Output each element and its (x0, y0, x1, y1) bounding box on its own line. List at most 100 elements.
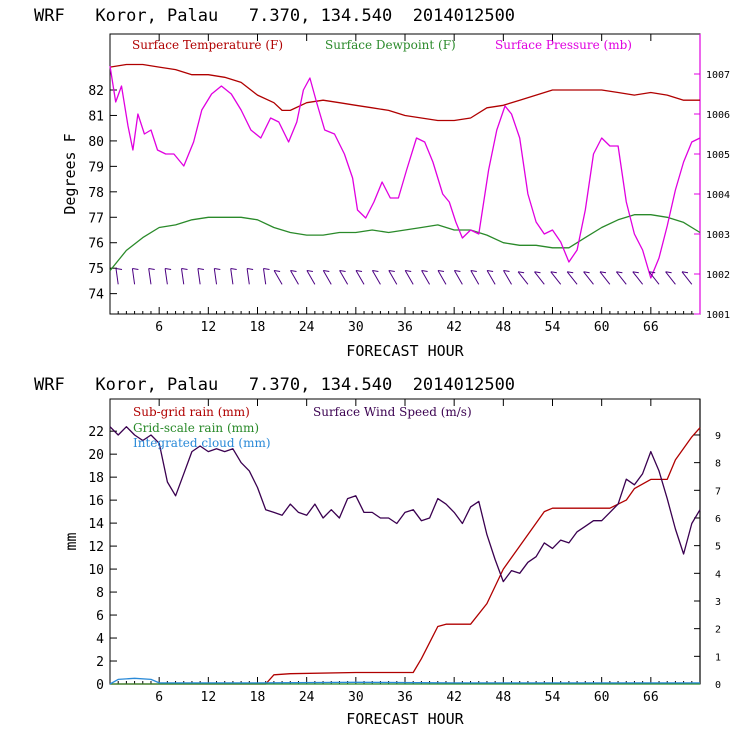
y-tick-label: 18 (88, 471, 104, 486)
wind-barb (213, 268, 221, 285)
x-tick-label: 30 (348, 320, 364, 335)
wind-barb (566, 271, 578, 285)
wind-barb (648, 271, 660, 285)
wind-barb (263, 268, 270, 285)
temperature-pressure-panel: 6 12 18 24 30 36 42 48 54 60 66 74 75 76 77 78 79 80 81 82 1… (61, 33, 730, 360)
series-line-2 (109, 677, 700, 685)
y-tick-label: 76 (88, 237, 104, 252)
legend-entry: Integrated cloud (mm) (133, 436, 271, 450)
y-tick-label: 78 (88, 186, 104, 201)
legend-entry: Grid-scale rain (mm) (133, 421, 259, 435)
wind-barb (583, 271, 594, 285)
wind-barb (148, 268, 155, 285)
y2-tick-label: 8 (715, 459, 721, 470)
x-tick-label: 24 (299, 690, 315, 705)
y-tick-label: 22 (88, 425, 104, 440)
y-tick-label: 20 (88, 448, 104, 463)
x-tick-label: 36 (397, 320, 413, 335)
y2-tick-label: 1004 (706, 190, 730, 201)
wind-barb (437, 270, 447, 285)
x-tick-label: 42 (446, 320, 462, 335)
x-tick-label: 30 (348, 690, 364, 705)
wind-barb (453, 270, 463, 285)
y2-tick-label: 1001 (706, 310, 730, 321)
bottom-chart-title: WRF Koror, Palau 7.370, 134.540 20140125… (34, 375, 515, 395)
y-tick-label: 12 (88, 540, 104, 555)
x-tick-label: 6 (155, 690, 163, 705)
x-tick-label: 60 (594, 320, 610, 335)
series-line-0 (110, 427, 701, 685)
y-tick-label: 2 (96, 655, 104, 670)
y-tick-label: 75 (88, 262, 104, 277)
x-tick-label: 6 (155, 320, 163, 335)
y-tick-label: 8 (96, 586, 104, 601)
y-tick-label: 77 (88, 211, 104, 226)
y2-tick-label: 1007 (706, 70, 730, 81)
x-tick-label: 36 (397, 690, 413, 705)
y2-tick-label: 4 (715, 569, 721, 580)
wind-barb (273, 270, 283, 285)
y2-tick-label: 1 (715, 652, 721, 663)
x-tick-label: 66 (643, 320, 659, 335)
y2-tick-label: 6 (715, 514, 721, 525)
x-tick-label: 60 (594, 690, 610, 705)
y-axis-label: Degrees F (61, 133, 79, 214)
wind-barb (632, 271, 644, 285)
wind-barb (246, 268, 254, 285)
wind-barb (681, 271, 693, 285)
y-tick-label: 82 (88, 84, 104, 99)
x-tick-label: 12 (201, 320, 217, 335)
x-tick-label: 54 (545, 320, 561, 335)
y2-tick-label: 0 (715, 680, 721, 691)
legend-entry: Surface Dewpoint (F) (325, 38, 456, 52)
wind-barb (550, 271, 562, 285)
y-tick-label: 14 (88, 517, 104, 532)
x-tick-label: 18 (250, 320, 266, 335)
wind-barb (421, 270, 431, 285)
x-tick-label: 48 (496, 320, 512, 335)
wind-barb (388, 270, 398, 285)
y2-tick-label: 5 (715, 542, 721, 553)
y-tick-label: 74 (88, 288, 104, 303)
wind-barb (503, 270, 512, 285)
y-tick-label: 80 (88, 135, 104, 150)
wind-barb (517, 271, 529, 285)
legend-entry: Surface Pressure (mb) (495, 38, 632, 52)
wind-barb (534, 271, 545, 285)
y2-tick-label: 2 (715, 625, 721, 636)
x-tick-label: 18 (250, 690, 266, 705)
x-tick-label: 48 (496, 690, 512, 705)
series-line-1 (109, 214, 701, 272)
y2-tick-label: 1002 (706, 270, 730, 281)
wind-barb (322, 270, 332, 285)
y-tick-label: 81 (88, 109, 104, 124)
x-tick-label: 12 (201, 690, 217, 705)
wind-barb (665, 271, 676, 285)
y2-tick-label: 7 (715, 486, 721, 497)
wind-barb (371, 270, 381, 285)
y-tick-label: 79 (88, 160, 104, 175)
y-tick-label: 10 (88, 563, 104, 578)
legend-entry: Sub-grid rain (mm) (133, 405, 250, 419)
y2-tick-label: 1006 (706, 110, 730, 121)
x-tick-label: 54 (545, 690, 561, 705)
y-axis-label: mm (62, 532, 80, 550)
wind-barb (131, 268, 139, 285)
series-line-0 (109, 63, 700, 122)
wind-barb (306, 270, 316, 285)
wind-barb (197, 268, 204, 285)
series-line-3 (109, 426, 701, 583)
y-tick-label: 0 (96, 678, 104, 693)
y-tick-label: 4 (96, 632, 104, 647)
legend-entry: Surface Temperature (F) (132, 38, 283, 52)
wind-barb (355, 270, 365, 285)
legend-entry: Surface Wind Speed (m/s) (313, 405, 472, 419)
x-tick-label: 24 (299, 320, 315, 335)
y2-tick-label: 1005 (706, 150, 730, 161)
wind-barb (230, 268, 237, 285)
wind-barb (616, 271, 627, 285)
x-axis-label: FORECAST HOUR (346, 342, 464, 360)
y2-tick-label: 1003 (706, 230, 730, 241)
wind-barb (404, 270, 414, 285)
